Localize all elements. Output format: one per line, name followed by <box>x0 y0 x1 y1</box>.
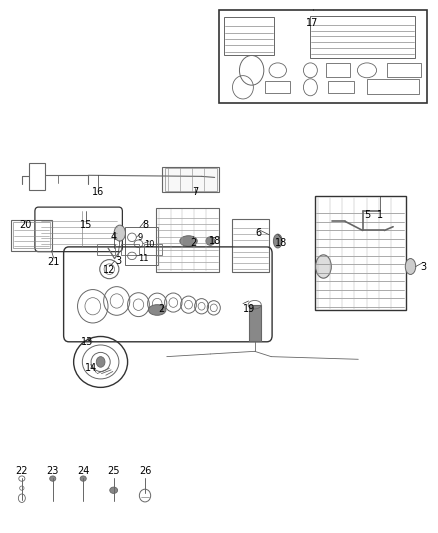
Bar <box>387 63 421 77</box>
Text: 4: 4 <box>111 232 117 243</box>
Ellipse shape <box>180 236 197 246</box>
Ellipse shape <box>148 305 166 316</box>
Text: 7: 7 <box>192 187 198 197</box>
Text: 16: 16 <box>92 187 104 197</box>
Text: 14: 14 <box>85 364 97 373</box>
Bar <box>97 244 116 255</box>
Text: 12: 12 <box>103 265 116 275</box>
Bar <box>121 244 139 255</box>
Text: 21: 21 <box>47 257 60 267</box>
Text: 15: 15 <box>80 220 92 230</box>
Text: 24: 24 <box>77 466 89 475</box>
Text: 8: 8 <box>142 220 148 230</box>
Text: 19: 19 <box>243 304 255 314</box>
Text: 26: 26 <box>139 466 151 475</box>
Ellipse shape <box>316 255 331 278</box>
Bar <box>162 167 219 192</box>
Bar <box>265 81 290 93</box>
Text: 18: 18 <box>275 238 287 248</box>
Text: 1: 1 <box>377 209 383 220</box>
Text: 20: 20 <box>19 220 32 230</box>
Ellipse shape <box>96 357 105 367</box>
Text: 3: 3 <box>420 262 427 271</box>
Ellipse shape <box>405 259 416 274</box>
Ellipse shape <box>110 487 117 494</box>
Bar <box>232 219 269 272</box>
Bar <box>219 11 427 103</box>
Bar <box>13 222 50 248</box>
Bar <box>125 227 158 265</box>
Text: 2: 2 <box>159 304 165 314</box>
Text: 2: 2 <box>190 238 196 248</box>
Bar <box>315 196 406 310</box>
Bar <box>165 168 217 191</box>
Ellipse shape <box>80 476 86 481</box>
Text: 9: 9 <box>137 233 142 242</box>
Text: 18: 18 <box>208 236 221 246</box>
Bar <box>249 305 261 341</box>
Text: 11: 11 <box>138 254 148 263</box>
Bar <box>144 244 162 255</box>
Text: 17: 17 <box>307 18 319 28</box>
Text: 6: 6 <box>255 228 261 238</box>
Bar <box>325 63 350 77</box>
Ellipse shape <box>273 234 282 248</box>
Text: 23: 23 <box>46 466 59 475</box>
Bar <box>367 79 419 94</box>
Text: 13: 13 <box>81 337 94 348</box>
Bar <box>29 163 46 190</box>
Bar <box>328 81 354 93</box>
Text: 5: 5 <box>364 209 370 220</box>
Text: 3: 3 <box>115 256 121 266</box>
Text: 22: 22 <box>16 466 28 475</box>
Ellipse shape <box>206 237 215 245</box>
Bar <box>224 17 274 55</box>
Ellipse shape <box>49 476 56 481</box>
Bar <box>11 220 52 251</box>
Bar <box>311 15 415 58</box>
Bar <box>156 208 219 272</box>
Ellipse shape <box>114 225 125 241</box>
Text: 10: 10 <box>144 240 155 249</box>
Text: 25: 25 <box>107 466 120 475</box>
